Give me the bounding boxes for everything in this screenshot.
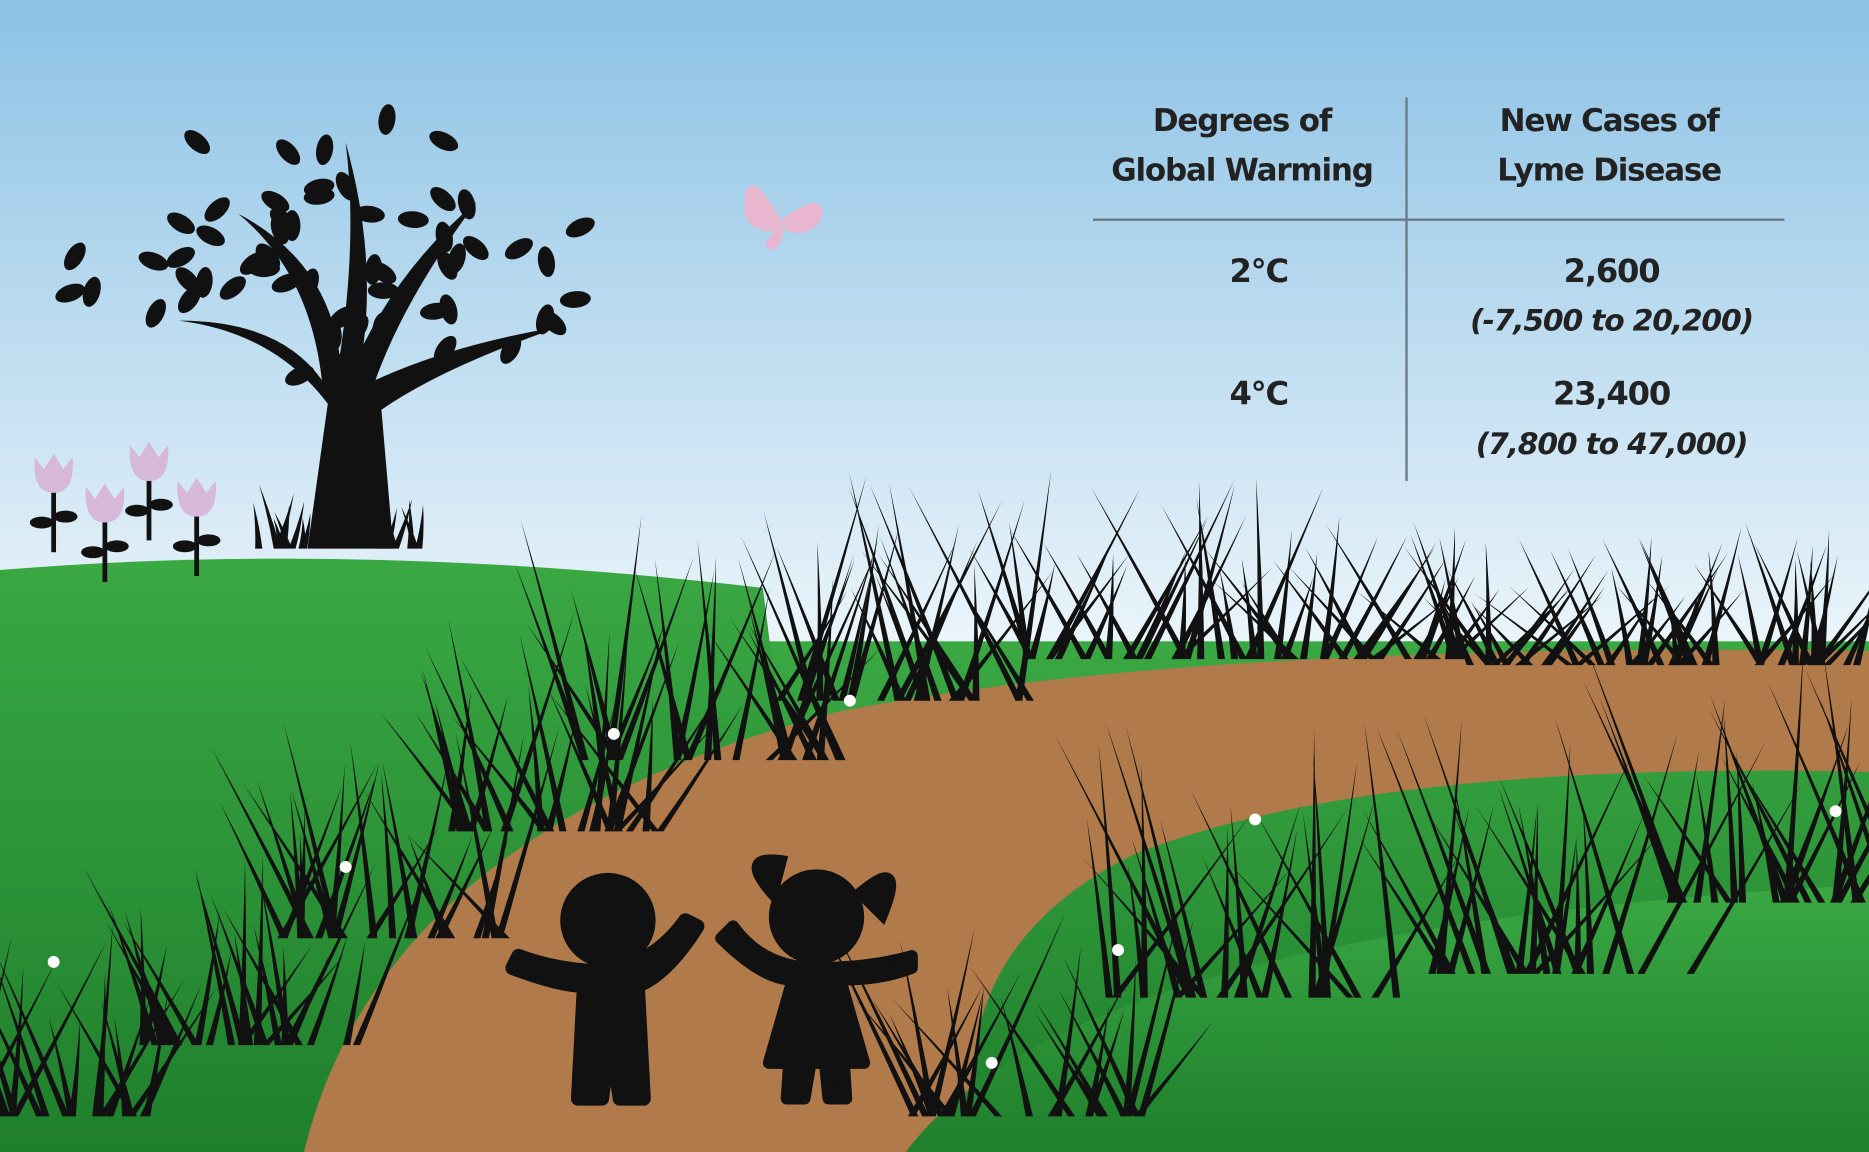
warming-cell: 4°C — [1229, 375, 1288, 413]
flower-leaf — [173, 540, 197, 552]
sparkle — [48, 956, 60, 968]
sparkle — [1830, 805, 1842, 817]
leaf — [368, 282, 399, 299]
infographic: Degrees of Global Warming New Cases of L… — [0, 0, 1869, 1152]
header-text: Degrees of — [1153, 103, 1333, 139]
sparkle — [1112, 944, 1124, 956]
page: Degrees of Global Warming New Cases of L… — [0, 0, 1869, 1152]
header-text: New Cases of — [1500, 103, 1721, 139]
girl-head — [769, 869, 864, 964]
range-cell: (7,800 to 47,000) — [1476, 427, 1748, 462]
flower-leaf — [81, 546, 105, 558]
warming-cell: 2°C — [1229, 252, 1288, 290]
flower-leaf — [197, 534, 221, 546]
flower-leaf — [54, 511, 78, 523]
cases-cell: 2,600 — [1564, 252, 1660, 290]
flower-leaf — [30, 517, 54, 529]
sparkle — [340, 861, 352, 873]
flower-leaf — [125, 505, 149, 517]
sparkle — [844, 695, 856, 707]
sparkle — [986, 1057, 998, 1069]
range-cell: (-7,500 to 20,200) — [1470, 303, 1753, 338]
header-text: Lyme Disease — [1497, 153, 1721, 189]
sparkle — [608, 728, 620, 740]
flower-leaf — [149, 499, 173, 511]
header-text: Global Warming — [1111, 153, 1373, 189]
cases-cell: 23,400 — [1553, 375, 1670, 413]
sparkle — [1249, 814, 1261, 826]
flower-leaf — [105, 540, 129, 552]
